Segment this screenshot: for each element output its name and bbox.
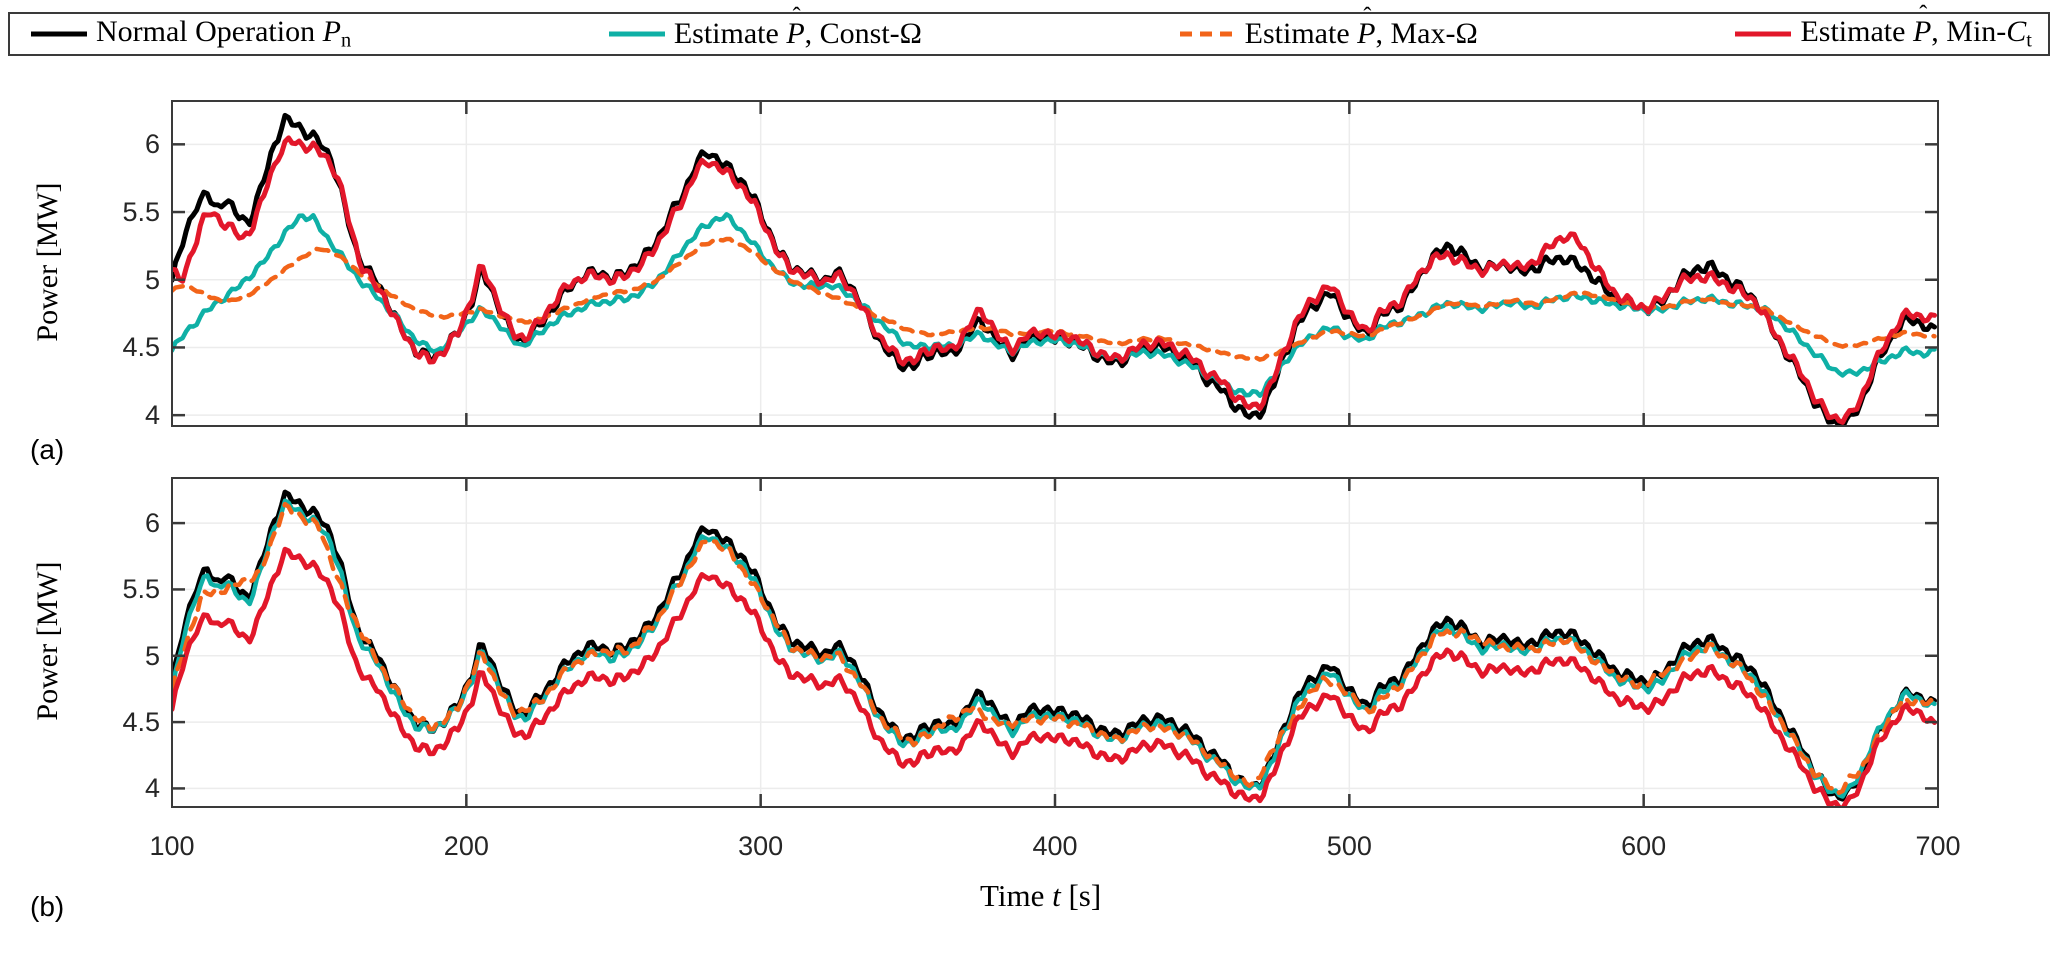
panel-tag-a: (a) xyxy=(30,434,65,465)
xtick-label: 500 xyxy=(1326,831,1372,861)
label-segment: n xyxy=(340,29,352,52)
panel-tag-b: (b) xyxy=(30,891,65,922)
series-group-a xyxy=(172,112,1937,426)
label-segment: Estimate xyxy=(1800,14,1913,48)
label-segment: , Const-Ω xyxy=(804,17,922,50)
xtick-label: 400 xyxy=(1032,831,1078,861)
ytick-label-b: 6 xyxy=(144,508,160,539)
series-group-b xyxy=(172,489,1937,807)
legend-line-swatch-icon xyxy=(1179,31,1236,37)
hat-accent: ˆ xyxy=(1363,4,1372,31)
xtick-label: 200 xyxy=(443,831,489,861)
label-segment: [s] xyxy=(1060,878,1102,913)
legend-label-normal-operation: Normal Operation Pn xyxy=(96,14,352,52)
label-segment: C xyxy=(2006,14,2027,48)
x-axis-label: Time t [s] xyxy=(980,878,1101,914)
ytick-label-a: 4.5 xyxy=(122,332,160,363)
axes-panel-a xyxy=(171,100,1939,427)
label-segment: t xyxy=(1052,878,1061,913)
hat-accent: ˆ xyxy=(792,4,801,31)
xtick-label: 300 xyxy=(738,831,784,861)
label-segment: t xyxy=(2026,29,2032,52)
ytick-label-b: 4 xyxy=(144,773,160,804)
series-line-a-0 xyxy=(172,112,1937,426)
axes-panel-b xyxy=(171,477,1939,808)
legend-line-swatch-icon xyxy=(608,31,665,37)
label-segment: Estimate xyxy=(673,17,787,50)
label-segment: Estimate xyxy=(1244,17,1358,50)
ytick-label-a: 6 xyxy=(144,129,160,160)
grid-panel-b xyxy=(172,478,1938,807)
grid-panel-a xyxy=(172,101,1938,426)
ytick-label-a: 5 xyxy=(144,264,160,295)
ytick-label-a: 4 xyxy=(144,400,160,431)
label-segment: Normal Operation xyxy=(96,14,323,48)
legend-line-swatch-icon xyxy=(1735,31,1792,37)
ytick-label-b: 4.5 xyxy=(122,707,160,738)
legend-line-swatch-icon xyxy=(31,31,87,37)
label-segment: P xyxy=(322,14,341,48)
label-segment: , Max-Ω xyxy=(1375,17,1478,50)
xtick-label: 600 xyxy=(1621,831,1667,861)
ytick-label-b: 5.5 xyxy=(122,574,160,605)
ytick-label-a: 5.5 xyxy=(122,197,160,228)
label-segment: , Min- xyxy=(1931,14,2007,48)
legend-item-normal-operation: Normal Operation Pn xyxy=(30,14,352,52)
series-line-b-3 xyxy=(172,546,1937,807)
hat-accent: ˆ xyxy=(1919,2,1928,29)
xtick-label: 100 xyxy=(149,831,195,861)
label-segment: Time xyxy=(980,878,1053,913)
series-line-a-3 xyxy=(172,135,1937,425)
y-axis-label-a: Power [MW] xyxy=(31,181,64,342)
y-axis-label-b: Power [MW] xyxy=(31,560,64,721)
series-line-b-2 xyxy=(172,501,1937,795)
xtick-label: 700 xyxy=(1915,831,1961,861)
ytick-label-b: 5 xyxy=(144,640,160,671)
